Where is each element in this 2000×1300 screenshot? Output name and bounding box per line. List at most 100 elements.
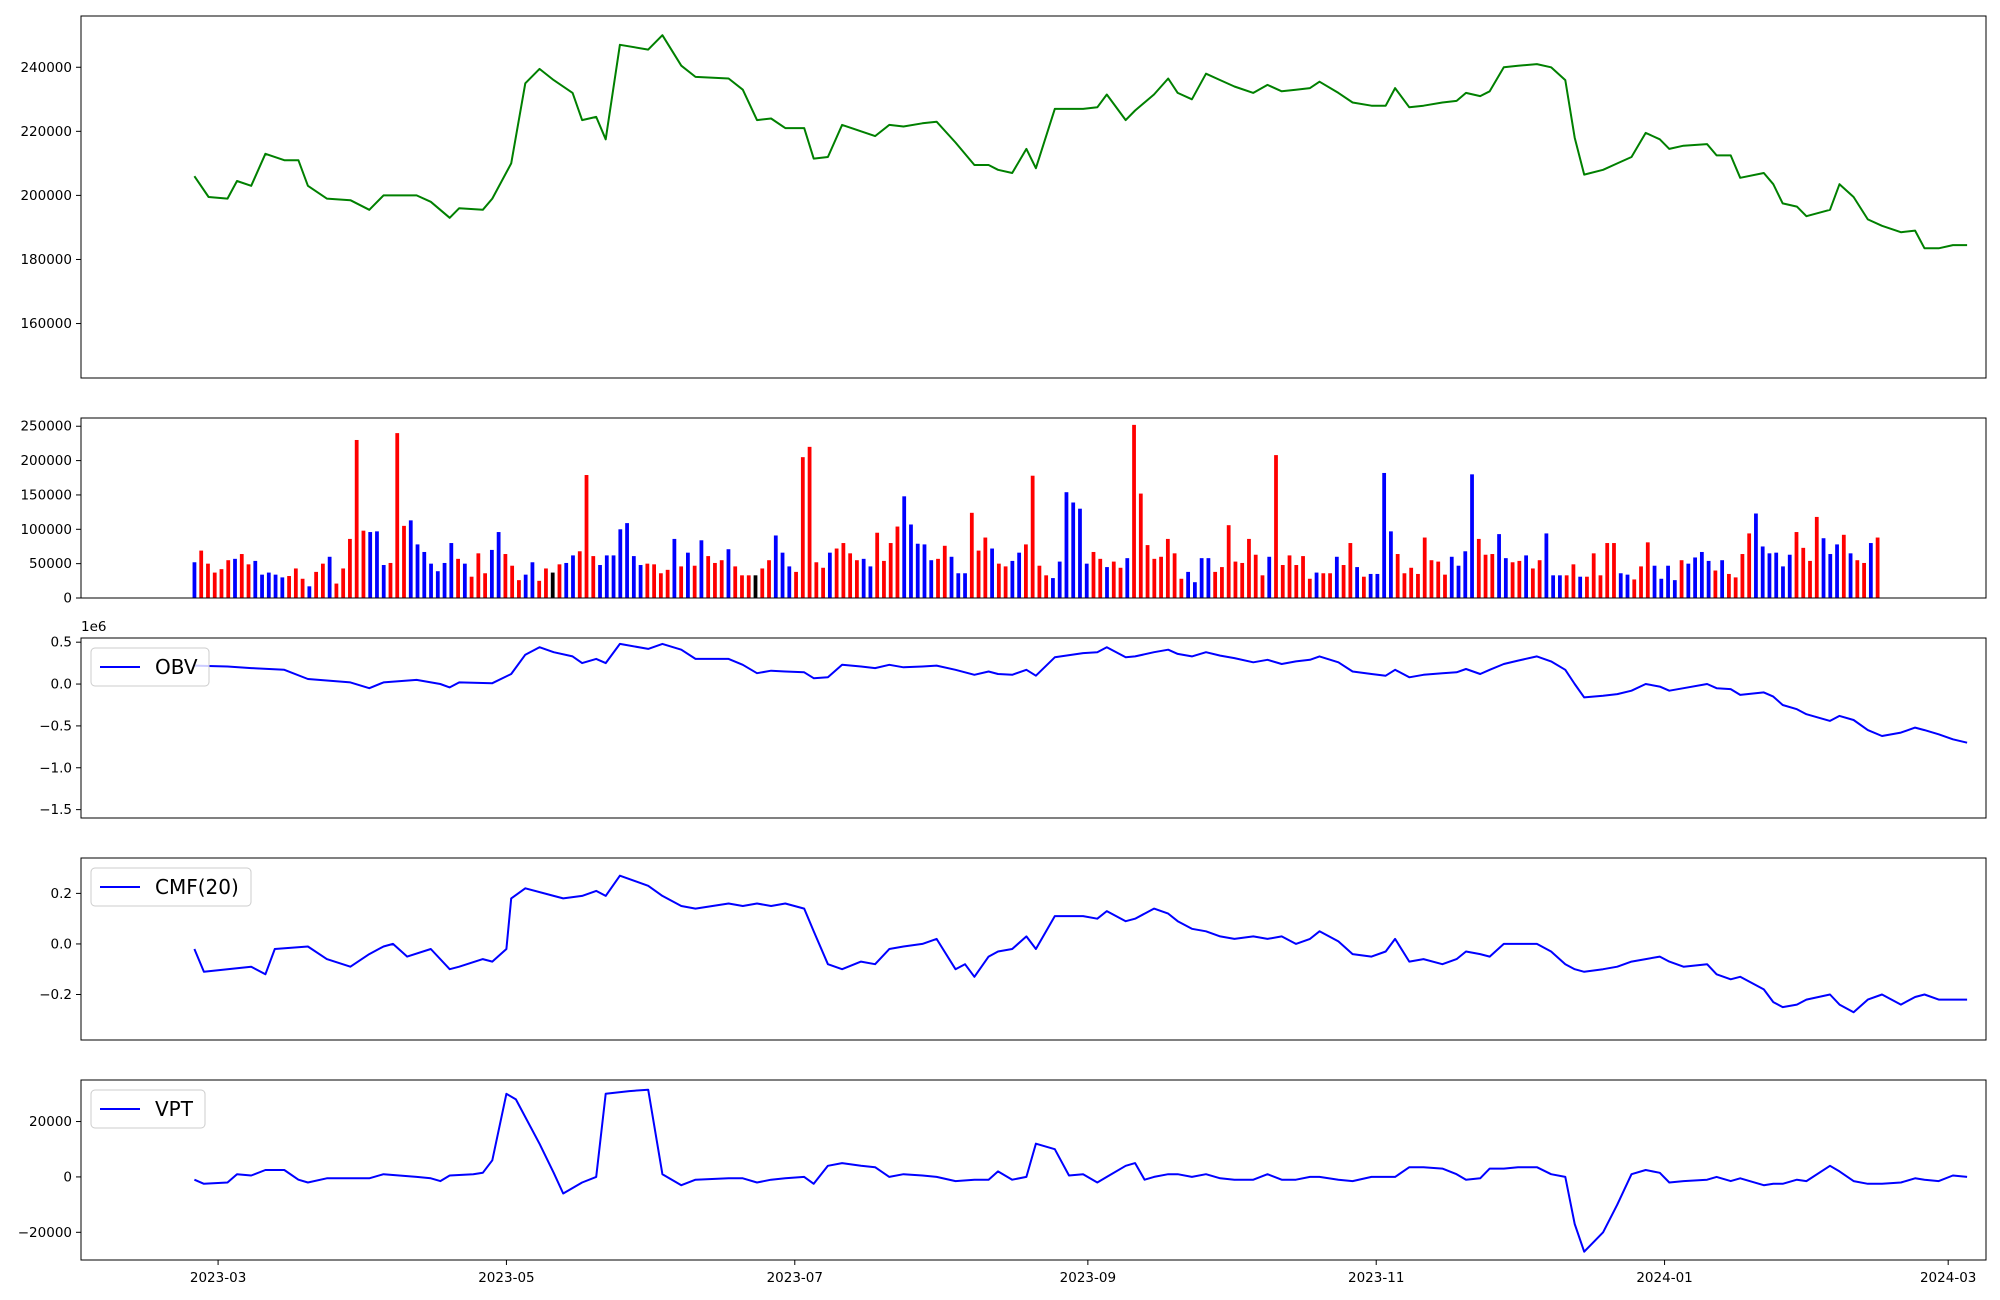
volume-bar [1524,555,1528,598]
vpt-plot-area [194,1088,1968,1253]
volume-bar [1585,576,1589,598]
volume-bar [625,523,629,598]
price-y-tick-label: 160000 [20,316,72,332]
volume-bar [388,562,393,598]
volume-bar [1389,531,1393,598]
volume-bar [706,556,711,598]
volume-bar [1078,508,1082,598]
volume-bar [1429,560,1434,598]
volume-bar [1625,574,1630,598]
volume-bar [1463,551,1468,598]
volume-bar [1835,544,1839,598]
volume-bar [1030,475,1035,598]
volume-bar [1564,575,1569,598]
cmf-axes-frame [80,857,1987,1041]
volume-bar [1693,557,1697,598]
volume-bar [848,553,853,598]
volume-bar [794,571,798,598]
volume-bar [1132,424,1136,598]
volume-bar [1774,552,1779,598]
vpt-panel: −20000 0 20000 VPT 2023-03 2023-05 2023-07 2023… [18,1079,1987,1286]
volume-bar [780,552,785,598]
cmf-panel: −0.2 0.0 0.2 CMF(20) [39,857,1987,1041]
volume-bar [462,563,467,598]
volume-bar [1754,513,1758,598]
volume-bar [969,512,974,598]
volume-bar [320,563,325,598]
volume-bar [273,574,278,598]
volume-bar [361,530,366,598]
volume-bar [1740,554,1745,598]
vpt-y-tick-label: 20000 [29,1114,72,1130]
volume-bar [1848,553,1853,598]
volume-bar [746,575,751,598]
volume-bar [1530,568,1535,598]
x-tick-label: 2023-09 [1060,1270,1116,1286]
volume-bar [1821,538,1826,598]
volume-bar [1517,560,1522,598]
volume-bar [1571,564,1576,598]
vpt-axes-frame [80,1079,1987,1261]
volume-bar [253,560,258,598]
volume-bar [1294,565,1299,598]
volume-y-tick-label: 100000 [20,522,72,538]
obv-axes-frame [80,637,1987,819]
volume-bar [1328,573,1332,598]
volume-bar [1747,533,1752,598]
volume-bar [1172,553,1177,598]
price-axes-frame [80,15,1987,379]
volume-bar [1808,560,1812,598]
volume-bar [395,433,400,598]
obv-legend-box [90,647,210,687]
volume-bar [1220,567,1224,598]
volume-bar [1801,547,1806,598]
volume-bar [1037,565,1042,598]
volume-bar [834,548,839,598]
volume-bar [1301,556,1305,598]
obv-y-tick-label: −1.5 [39,802,72,818]
volume-bar [949,556,954,598]
volume-bar [902,496,907,598]
volume-bar [1111,561,1116,598]
volume-bar [1490,554,1495,598]
volume-bar [618,529,623,598]
volume-bar [1706,560,1711,598]
volume-bar [861,558,866,598]
volume-bar [1855,560,1860,598]
cmf-y-tick-label: −0.2 [39,987,72,1003]
volume-bar [1361,576,1366,598]
volume-bar [1084,563,1089,598]
volume-bar [219,569,224,598]
volume-bar [503,554,508,598]
volume-bar [1416,573,1420,598]
volume-bar [287,576,291,598]
volume-bar [760,568,765,598]
volume-bar [1274,455,1278,598]
price-y-tick-label: 200000 [20,188,72,204]
volume-bar [909,524,913,598]
volume-bar [1760,546,1765,598]
volume-bar [814,562,819,598]
volume-bar [1010,560,1015,598]
x-tick-label: 2024-01 [1636,1270,1692,1286]
volume-bar [598,565,602,598]
volume-bar [1098,558,1103,598]
volume-bar [1165,538,1170,598]
volume-bar [1558,575,1562,598]
obv-panel: −1.5 −1.0 −0.5 0.0 0.5 1e6 OBV [39,619,1987,819]
vpt-line [194,1088,1968,1253]
obv-y-tick-label: −1.0 [39,760,72,776]
volume-bar [1368,573,1373,598]
volume-bar [1044,575,1049,598]
obv-plot-area [194,642,1968,744]
volume-bar [888,543,893,598]
volume-bar [1591,553,1596,598]
volume-bar [882,560,886,598]
volume-bar [996,563,1001,598]
obv-y-tick-label: 0.5 [51,635,72,651]
volume-bar [1375,573,1380,598]
volume-bar [375,531,379,598]
volume-bar [956,573,961,598]
volume-bar [1544,533,1549,598]
obv-y-tick-label: −0.5 [39,718,72,734]
